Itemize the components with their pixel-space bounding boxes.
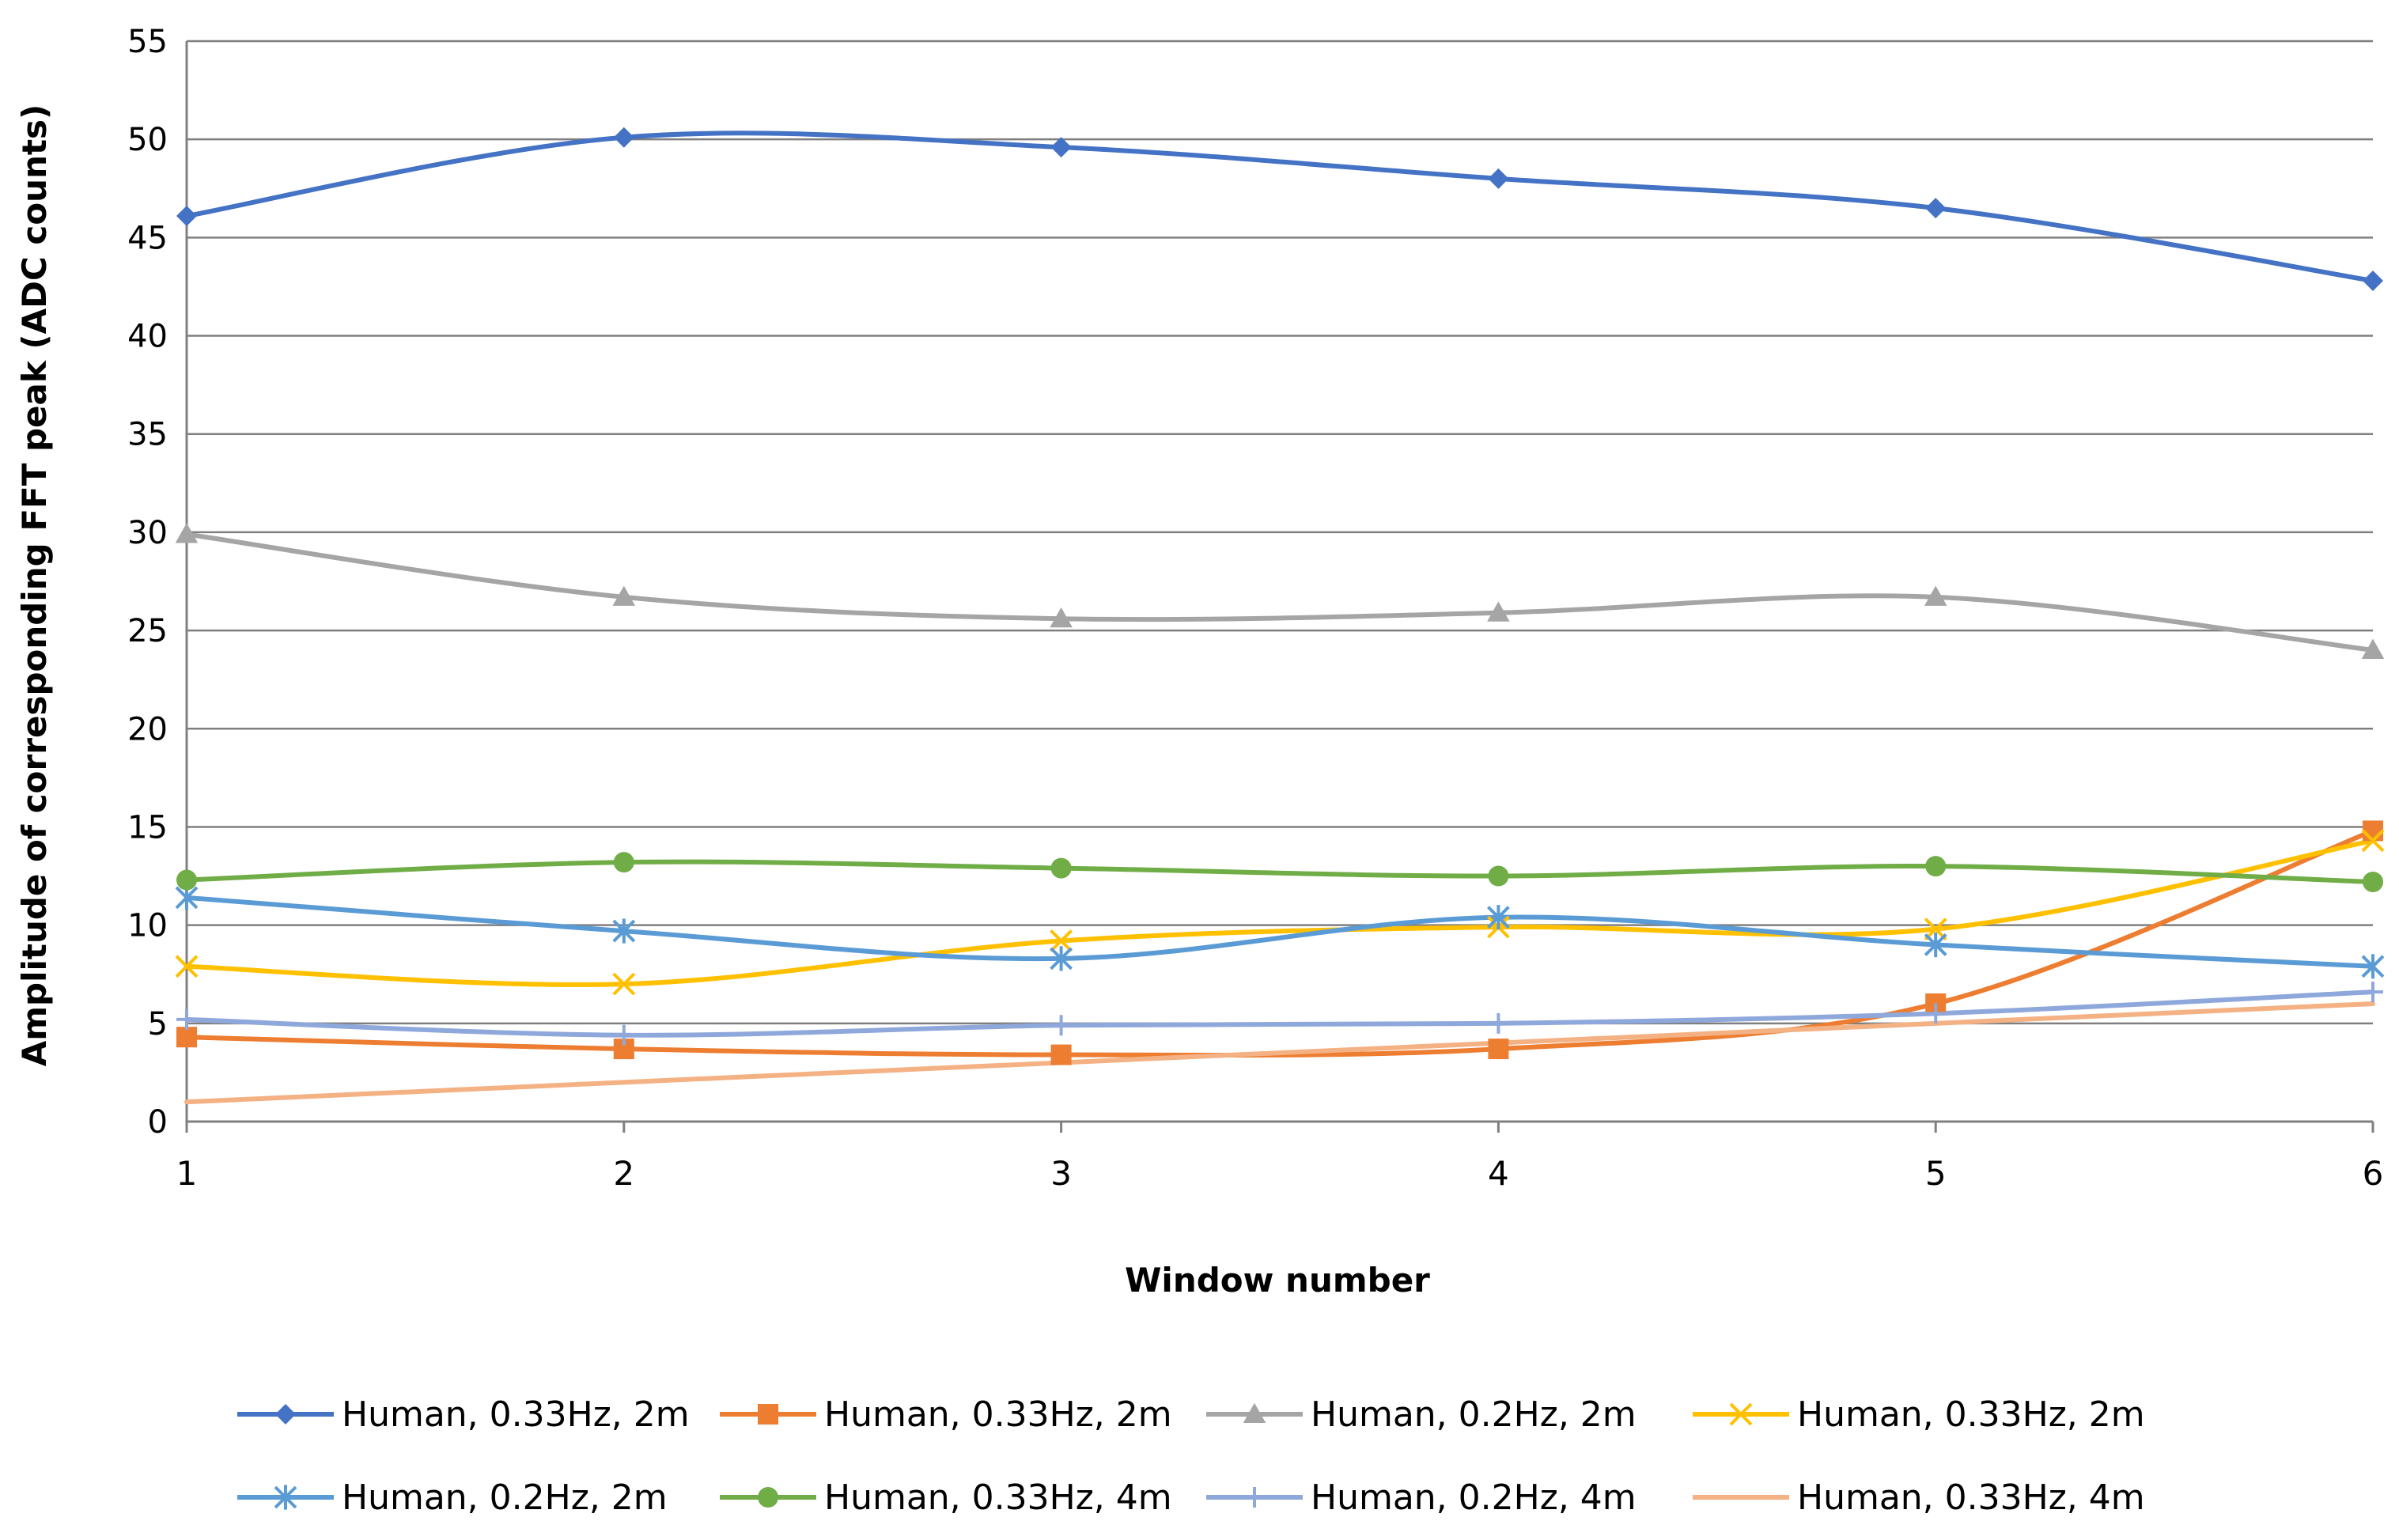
grid-layer — [187, 40, 2373, 1123]
y-tick-label: 40 — [127, 319, 168, 355]
data-point-s5-x6 — [2361, 954, 2385, 979]
legend-label: Human, 0.33Hz, 2m — [824, 1394, 1172, 1435]
data-point-s6-x1 — [176, 869, 197, 891]
legend-item-6: Human, 0.33Hz, 4m — [720, 1478, 1172, 1518]
data-point-s6-x4 — [1488, 865, 1509, 887]
data-point-s6-x2 — [613, 852, 634, 873]
data-point-s7-x6 — [2363, 982, 2383, 1003]
legend-swatch-marker — [1729, 1402, 1753, 1426]
series-line-2 — [184, 828, 2375, 1058]
marker-layer — [175, 127, 2385, 1065]
data-point-s6-x5 — [1925, 856, 1947, 877]
data-point-s2-x3 — [1050, 1044, 1072, 1065]
legend-swatch-marker — [1244, 1487, 1265, 1508]
legend-swatch-marker — [274, 1485, 297, 1510]
x-tick-label: 1 — [176, 1154, 198, 1193]
x-tick-label: 2 — [613, 1154, 634, 1193]
legend-item-2: Human, 0.33Hz, 2m — [720, 1394, 1172, 1435]
series-line-3 — [184, 532, 2375, 653]
legend-label: Human, 0.33Hz, 2m — [342, 1394, 690, 1435]
data-point-s3-x1 — [175, 523, 199, 543]
series-layer — [184, 131, 2375, 1105]
data-point-s7-x4 — [1488, 1012, 1509, 1034]
legend-item-4: Human, 0.33Hz, 2m — [1693, 1394, 2145, 1435]
data-point-s1-x3 — [1050, 137, 1072, 158]
legend-swatch-marker — [1243, 1402, 1266, 1424]
data-point-s6-x6 — [2363, 871, 2383, 892]
series-line-1 — [184, 131, 2375, 284]
data-point-s7-x5 — [1925, 1003, 1947, 1024]
series-line-6 — [184, 859, 2375, 884]
series-line-4 — [184, 838, 2375, 987]
data-point-s4-x3 — [1050, 929, 1073, 952]
legend-label: Human, 0.33Hz, 4m — [1797, 1478, 2145, 1518]
data-point-s2-x4 — [1488, 1039, 1509, 1060]
data-point-s2-x1 — [176, 1027, 197, 1048]
legend-label: Human, 0.2Hz, 2m — [342, 1478, 668, 1518]
data-point-s3-x6 — [2361, 638, 2385, 659]
data-point-s3-x5 — [1924, 585, 1947, 606]
data-point-s3-x4 — [1487, 601, 1510, 622]
y-tick-label: 5 — [148, 1006, 168, 1042]
legend-item-7: Human, 0.2Hz, 4m — [1206, 1478, 1637, 1518]
legend-swatch-marker — [275, 1404, 296, 1425]
data-point-s5-x2 — [612, 918, 636, 944]
data-point-s4-x1 — [175, 955, 199, 978]
data-point-s3-x3 — [1050, 607, 1073, 628]
data-point-s1-x5 — [1925, 198, 1947, 219]
data-point-s6-x3 — [1050, 857, 1072, 879]
legend-item-8: Human, 0.33Hz, 4m — [1693, 1478, 2145, 1518]
legend-swatch-marker — [758, 1404, 778, 1425]
data-point-s4-x2 — [612, 972, 636, 996]
legend-item-5: Human, 0.2Hz, 2m — [237, 1478, 668, 1518]
y-tick-label: 45 — [127, 220, 168, 256]
legend-label: Human, 0.2Hz, 4m — [1311, 1478, 1637, 1518]
y-tick-label: 50 — [127, 122, 168, 158]
data-point-s1-x2 — [613, 127, 634, 148]
data-point-s1-x4 — [1488, 168, 1509, 189]
y-tick-label: 0 — [148, 1104, 168, 1141]
x-tick-label: 4 — [1488, 1154, 1509, 1193]
y-tick-label: 25 — [127, 613, 168, 649]
data-point-s4-x6 — [2361, 829, 2385, 853]
legend-swatch-marker — [758, 1487, 778, 1508]
y-tick-label: 55 — [127, 24, 168, 60]
y-tick-label: 15 — [127, 809, 168, 846]
series-line-7 — [184, 989, 2375, 1038]
data-point-s7-x1 — [176, 1008, 197, 1030]
data-point-s5-x4 — [1486, 905, 1510, 930]
series-line-5 — [184, 895, 2375, 969]
x-tick-label: 6 — [2363, 1154, 2384, 1193]
data-point-s5-x5 — [1924, 932, 1947, 958]
data-point-s2-x6 — [2363, 820, 2383, 842]
legend: Human, 0.33Hz, 2m Human, 0.33Hz, 2m Human,… — [237, 1394, 2145, 1518]
data-point-s5-x3 — [1050, 946, 1073, 971]
data-point-s3-x2 — [612, 585, 636, 606]
y-tick-label: 35 — [127, 417, 168, 453]
data-point-s7-x3 — [1050, 1015, 1072, 1036]
x-tick-label: 3 — [1050, 1154, 1072, 1193]
x-tick-label: 5 — [1925, 1154, 1947, 1193]
legend-item-1: Human, 0.33Hz, 2m — [237, 1394, 690, 1435]
series-line-8 — [184, 1001, 2375, 1105]
data-point-s7-x2 — [613, 1024, 634, 1046]
y-axis-title: Amplitude of corresponding FFT peak (ADC… — [15, 104, 54, 1066]
y-tick-label: 30 — [127, 515, 168, 551]
legend-label: Human, 0.33Hz, 2m — [1797, 1394, 2145, 1435]
y-tick-label: 20 — [127, 711, 168, 747]
legend-label: Human, 0.2Hz, 2m — [1311, 1394, 1637, 1435]
legend-label: Human, 0.33Hz, 4m — [824, 1478, 1172, 1518]
data-point-s1-x6 — [2363, 271, 2383, 292]
legend-item-3: Human, 0.2Hz, 2m — [1206, 1394, 1637, 1435]
data-point-s1-x1 — [176, 206, 197, 227]
x-axis-title: Window number — [1125, 1261, 1430, 1300]
y-tick-label: 10 — [127, 908, 168, 944]
